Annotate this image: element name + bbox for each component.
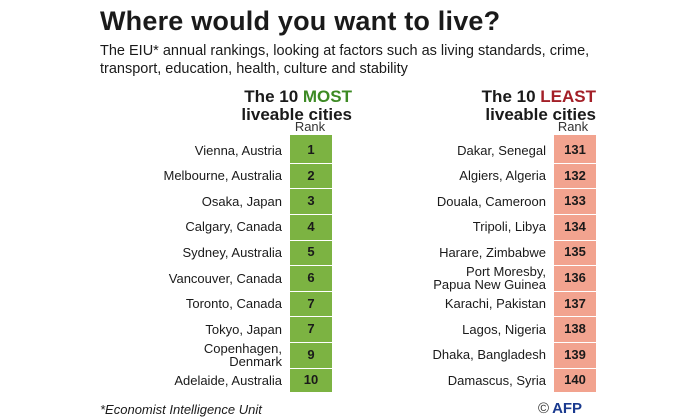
rank-divider	[554, 290, 596, 292]
city-name: Adelaide, Australia	[174, 372, 282, 388]
city-name: Osaka, Japan	[201, 193, 282, 209]
rank-divider	[290, 162, 332, 164]
least-table-row: Lagos, Nigeria 138	[400, 319, 596, 340]
rank-divider	[554, 265, 596, 267]
most-table-row: Osaka, Japan 3	[150, 191, 332, 212]
city-name: Dhaka, Bangladesh	[432, 347, 546, 363]
rank-value: 6	[290, 268, 332, 288]
city-name: Vienna, Austria	[194, 142, 282, 158]
city-name: Damascus, Syria	[447, 372, 546, 388]
rank-value: 136	[554, 268, 596, 288]
least-table-row: Dhaka, Bangladesh 139	[400, 344, 596, 365]
rank-divider	[290, 265, 332, 267]
rank-value: 7	[290, 319, 332, 340]
rank-divider	[554, 367, 596, 369]
city-name: Melbourne, Australia	[163, 168, 282, 184]
rank-divider	[290, 188, 332, 190]
rank-value: 133	[554, 191, 596, 212]
rank-value: 140	[554, 370, 596, 391]
least-table-row: Douala, Cameroon 133	[400, 191, 596, 212]
least-heading-prefix: The 10	[481, 87, 541, 106]
page-title: Where would you want to live?	[100, 6, 501, 36]
rank-divider	[554, 188, 596, 190]
city-name: Harare, Zimbabwe	[439, 244, 546, 260]
rank-value: 1	[290, 140, 332, 160]
footnote: *Economist Intelligence Unit	[100, 402, 262, 417]
rank-value: 138	[554, 319, 596, 340]
least-table-row: Port Moresby, Papua New Guinea 136	[400, 264, 596, 292]
rank-divider	[290, 290, 332, 292]
most-table-row: Adelaide, Australia 10	[150, 370, 332, 391]
least-heading-suffix: liveable cities	[485, 105, 596, 124]
city-name: Algiers, Algeria	[459, 168, 546, 184]
least-table-row: Algiers, Algeria 132	[400, 165, 596, 186]
rank-value: 139	[554, 344, 596, 365]
rank-value: 3	[290, 191, 332, 212]
least-heading-keyword: LEAST	[540, 87, 596, 106]
rank-value: 5	[290, 242, 332, 263]
least-rank-column-label: Rank	[557, 119, 589, 134]
least-table-row: Damascus, Syria 140	[400, 370, 596, 391]
most-rank-column-label: Rank	[294, 119, 326, 134]
city-name: Vancouver, Canada	[168, 270, 282, 286]
afp-logo: AFP	[552, 400, 583, 417]
rank-value: 132	[554, 165, 596, 186]
city-name: Toronto, Canada	[185, 296, 282, 312]
afp-credit: © AFP	[538, 400, 582, 417]
least-table-row: Karachi, Pakistan 137	[400, 293, 596, 314]
rank-value: 10	[290, 370, 332, 391]
rank-value: 135	[554, 242, 596, 263]
city-name: Lagos, Nigeria	[462, 321, 546, 337]
least-table-row: Dakar, Senegal 131	[400, 140, 596, 160]
most-table-row: Toronto, Canada 7	[150, 293, 332, 314]
city-name: Douala, Cameroon	[436, 193, 546, 209]
rank-value: 9	[290, 344, 332, 365]
rank-divider	[554, 162, 596, 164]
rank-value: 131	[554, 140, 596, 160]
rank-value: 134	[554, 216, 596, 237]
rank-divider	[554, 214, 596, 215]
city-name: Calgary, Canada	[185, 219, 282, 235]
city-name: Port Moresby, Papua New Guinea	[433, 264, 546, 292]
most-table-row: Melbourne, Australia 2	[150, 165, 332, 186]
most-table-row: Vancouver, Canada 6	[150, 268, 332, 288]
rank-value: 137	[554, 293, 596, 314]
rank-value: 7	[290, 293, 332, 314]
most-table-row: Copenhagen, Denmark 9	[150, 340, 332, 369]
rank-value: 2	[290, 165, 332, 186]
rank-divider	[290, 214, 332, 215]
city-name: Karachi, Pakistan	[444, 296, 546, 312]
page-subtitle: The EIU* annual rankings, looking at fac…	[100, 43, 590, 77]
rank-divider	[554, 342, 596, 343]
rank-value: 4	[290, 216, 332, 237]
city-name: Tokyo, Japan	[205, 321, 282, 337]
most-table-row: Sydney, Australia 5	[150, 242, 332, 263]
rank-divider	[290, 367, 332, 369]
city-name: Tripoli, Libya	[472, 219, 546, 235]
most-heading-suffix: liveable cities	[241, 105, 352, 124]
most-table-row: Vienna, Austria 1	[150, 140, 332, 160]
most-liveable-heading: The 10 MOST liveable cities	[150, 88, 352, 124]
most-table-row: Tokyo, Japan 7	[150, 319, 332, 340]
city-name: Sydney, Australia	[182, 244, 282, 260]
rank-divider	[290, 239, 332, 241]
least-table-row: Harare, Zimbabwe 135	[400, 242, 596, 263]
least-table-row: Tripoli, Libya 134	[400, 216, 596, 237]
most-table-row: Calgary, Canada 4	[150, 216, 332, 237]
city-name: Copenhagen, Denmark	[203, 340, 282, 369]
least-liveable-heading: The 10 LEAST liveable cities	[400, 88, 596, 124]
copyright-symbol: ©	[538, 400, 550, 417]
rank-divider	[290, 316, 332, 318]
rank-divider	[554, 316, 596, 318]
most-heading-keyword: MOST	[302, 87, 352, 106]
city-name: Dakar, Senegal	[457, 142, 546, 158]
rank-divider	[554, 239, 596, 241]
most-heading-prefix: The 10	[244, 87, 303, 106]
rank-divider	[290, 342, 332, 343]
